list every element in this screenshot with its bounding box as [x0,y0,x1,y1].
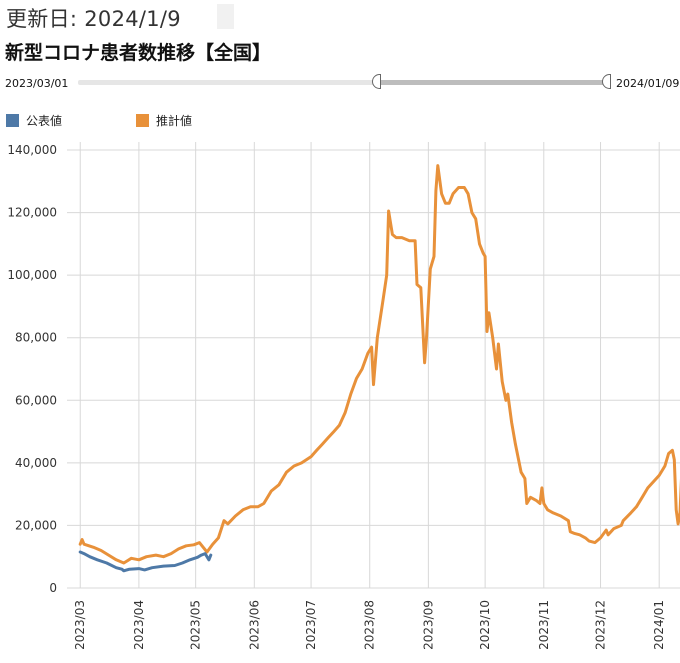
x-tick-label: 2023/08 [363,600,377,650]
x-tick-label: 2023/12 [594,600,608,650]
x-tick-label: 2023/06 [247,600,261,650]
x-tick-label: 2023/09 [421,600,435,650]
y-tick-label: 0 [49,581,57,595]
legend-swatch-estimated [136,114,149,127]
legend-label-estimated: 推計値 [156,114,193,128]
x-tick-label: 2023/07 [304,600,318,650]
y-tick-label: 60,000 [15,393,57,407]
page-title: 新型コロナ患者数推移【全国】 [5,42,272,64]
y-tick-label: 40,000 [15,456,57,470]
y-tick-label: 140,000 [7,143,57,157]
range-slider-selection[interactable] [377,80,607,85]
y-tick-label: 20,000 [15,518,57,532]
range-slider-start-handle[interactable] [372,74,381,89]
updated-date: 更新日: 2024/1/9 [6,7,181,31]
placeholder-box [217,4,234,29]
x-tick-label: 2023/05 [189,600,203,650]
y-tick-label: 100,000 [7,268,57,282]
x-tick-label: 2023/04 [132,600,146,650]
y-tick-label: 80,000 [15,331,57,345]
series-line-official [78,550,213,573]
x-tick-label: 2023/10 [478,600,492,650]
range-slider-end-handle[interactable] [602,74,611,89]
range-slider-track[interactable] [78,80,608,85]
range-start-label: 2023/03/01 [5,77,69,90]
legend-item-official[interactable]: 公表値 [6,112,62,129]
legend-swatch-official [6,114,19,127]
legend-label-official: 公表値 [26,114,63,128]
y-tick-label: 120,000 [7,206,57,220]
legend-item-estimated[interactable]: 推計値 [136,112,192,129]
series-line-estimated [78,164,680,565]
x-tick-label: 2023/03 [73,600,87,650]
range-end-label: 2024/01/09 [616,77,680,90]
x-tick-label: 2024/01 [652,600,666,650]
x-tick-label: 2023/11 [537,600,551,650]
